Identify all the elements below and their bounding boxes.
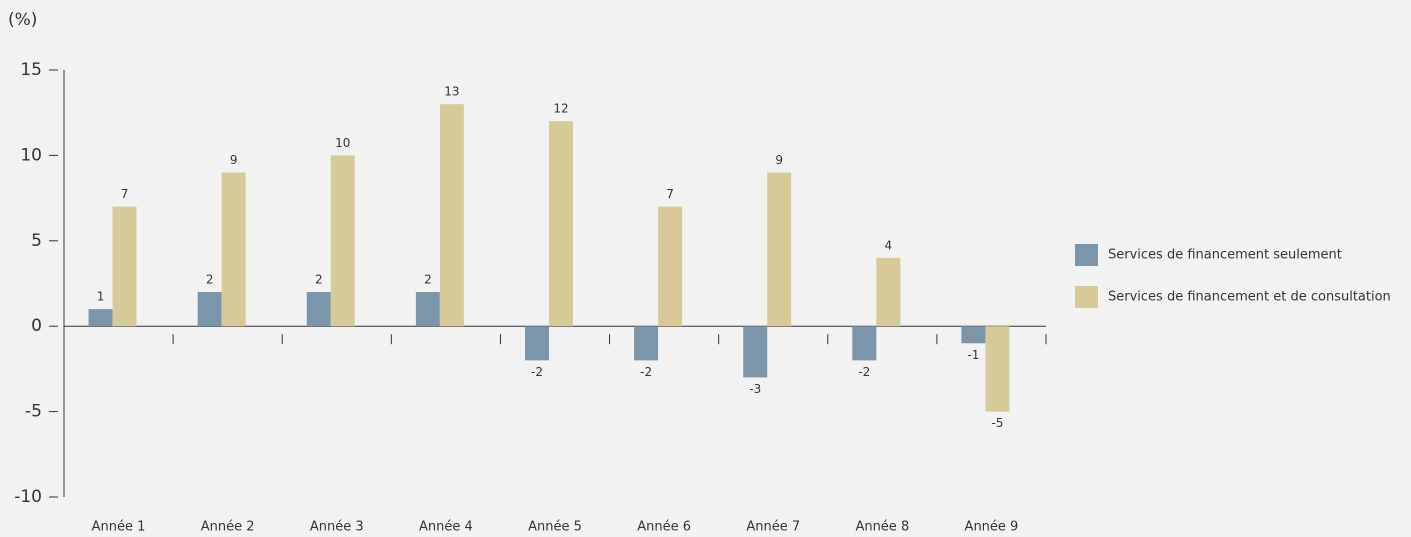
x-tick-label: Année 4 (419, 520, 473, 535)
bar (439, 104, 464, 327)
value-label: 9 (775, 153, 783, 167)
bar (525, 326, 549, 361)
value-label: 2 (315, 273, 323, 287)
x-tick-label: Année 2 (201, 520, 255, 535)
value-label: 13 (444, 85, 459, 99)
legend-swatch (1075, 286, 1098, 308)
value-label: 12 (553, 102, 568, 116)
value-label: 9 (230, 153, 238, 167)
bar (961, 326, 986, 344)
value-label: -2 (531, 365, 543, 379)
x-tick-label: Année 6 (637, 520, 691, 535)
y-tick-label: -5 (25, 402, 42, 422)
legend-label: Services de financement seulement (1108, 248, 1342, 263)
bar (306, 292, 331, 327)
legend-label: Services de financement et de consultati… (1108, 290, 1391, 305)
value-label: -2 (858, 365, 870, 379)
bar (112, 206, 137, 327)
y-axis-label: (%) (8, 10, 37, 30)
x-tick-label: Année 7 (746, 520, 800, 535)
x-tick-label: Année 9 (965, 520, 1019, 535)
bar (197, 292, 222, 327)
value-label: 2 (424, 273, 432, 287)
bar (852, 326, 877, 361)
bar (767, 172, 792, 327)
x-tick-label: Année 5 (528, 520, 582, 535)
bar (634, 326, 659, 361)
bar (221, 172, 246, 327)
value-label: 10 (335, 136, 350, 150)
bar (876, 257, 901, 327)
legend-swatch (1075, 244, 1098, 266)
y-tick-label: 15 (20, 60, 42, 80)
value-label: 7 (666, 187, 674, 201)
value-label: -1 (967, 348, 979, 362)
bar (330, 155, 355, 327)
bar (985, 326, 1010, 412)
y-tick-label: -10 (14, 487, 42, 507)
value-label: 2 (206, 273, 214, 287)
y-tick-label: 10 (20, 145, 42, 165)
value-label: 1 (97, 290, 105, 304)
bar (658, 206, 683, 327)
bar (415, 292, 440, 327)
bar (549, 121, 573, 327)
value-label: 4 (885, 238, 893, 252)
x-tick-label: Année 1 (92, 520, 146, 535)
value-label: 7 (121, 187, 129, 201)
bar (743, 326, 768, 378)
value-label: -3 (749, 382, 761, 396)
value-label: -2 (640, 365, 652, 379)
bar (88, 309, 113, 327)
value-label: -5 (991, 416, 1003, 430)
y-tick-label: 5 (31, 231, 42, 251)
x-tick-label: Année 3 (310, 520, 364, 535)
y-tick-label: 0 (31, 316, 42, 336)
x-tick-label: Année 8 (855, 520, 909, 535)
